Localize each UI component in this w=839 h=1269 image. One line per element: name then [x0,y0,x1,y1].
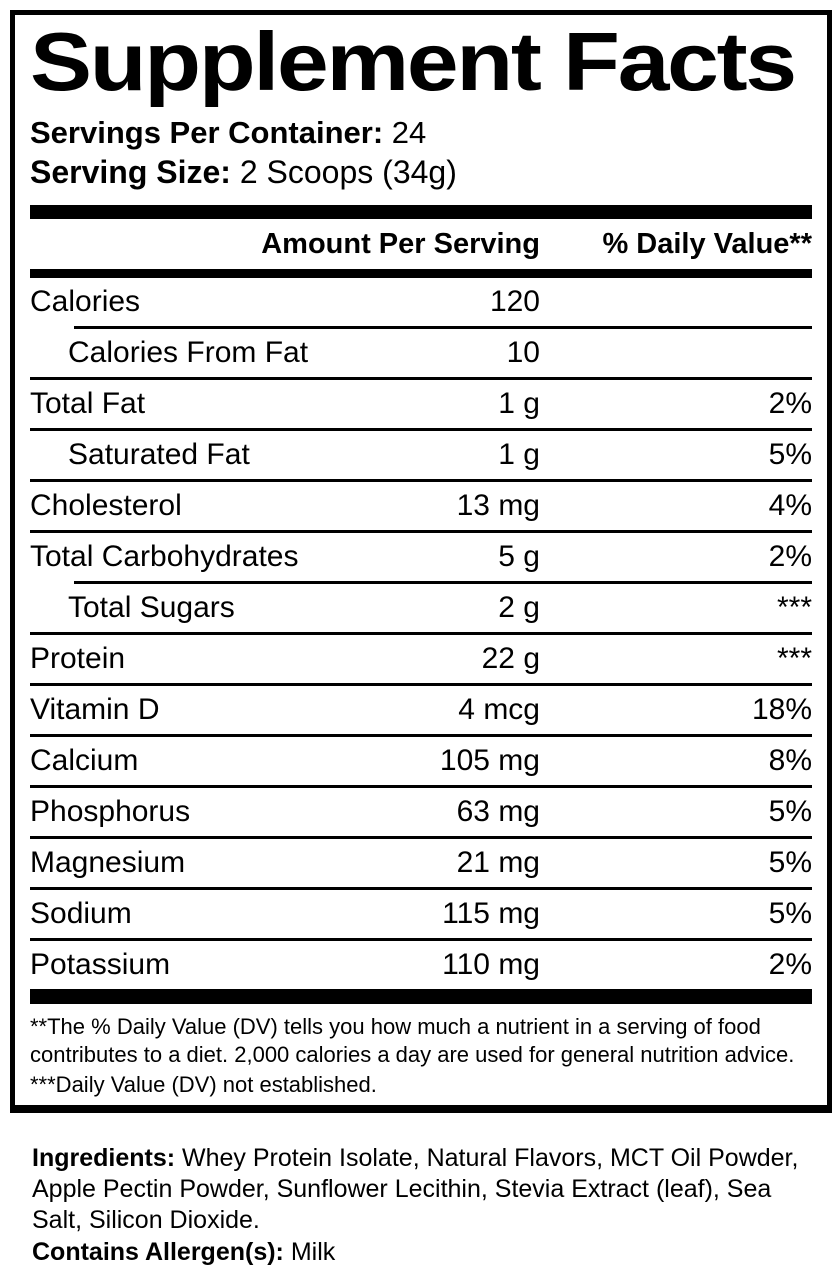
nutrient-name: Calories [30,285,141,319]
allergen-line: Contains Allergen(s): Milk [32,1237,812,1268]
nutrient-name: Saturated Fat [68,438,250,472]
nutrient-name: Potassium [30,948,171,982]
row-divider [30,785,812,789]
nutrient-daily-value: 2% [768,948,812,982]
nutrient-name: Total Carbohydrates [30,540,299,574]
nutrient-row: Total Carbohydrates 5 g 2% [30,533,812,581]
nutrient-name: Calories From Fat [68,336,309,370]
nutrient-amount: 105 mg [439,744,540,778]
nutrient-name: Phosphorus [30,795,191,829]
nutrient-row: Calories From Fat 10 [30,329,812,377]
separator-bar-thick-bottom [30,989,812,1005]
amount-per-serving-header: Amount Per Serving [261,227,540,260]
daily-value-header: % Daily Value** [602,227,812,260]
row-divider [30,428,812,432]
nutrient-row: Cholesterol 13 mg 4% [30,482,812,530]
nutrient-daily-value: 2% [768,387,812,421]
nutrient-row: Potassium 110 mg 2% [30,941,812,989]
nutrient-name: Cholesterol [30,489,182,523]
table-header-row: Amount Per Serving % Daily Value** [30,219,812,269]
ingredients-line: Ingredients: Whey Protein Isolate, Natur… [32,1143,812,1236]
serving-size-value: 2 Scoops (34g) [230,154,457,191]
supplement-facts-panel: Supplement Facts Servings Per Container:… [10,10,832,1114]
nutrient-daily-value: 5% [768,438,812,472]
nutrient-amount: 2 g [498,591,540,625]
row-divider [74,581,812,585]
nutrient-row: Sodium 115 mg 5% [30,890,812,938]
nutrient-daily-value: 4% [768,489,812,523]
nutrient-amount: 1 g [498,387,540,421]
nutrient-row: Saturated Fat 1 g 5% [30,431,812,479]
nutrient-daily-value: 18% [751,693,812,727]
nutrient-name: Sodium [30,897,132,931]
row-divider [30,530,812,534]
nutrient-row: Calcium 105 mg 8% [30,737,812,785]
nutrient-row: Vitamin D 4 mcg 18% [30,686,812,734]
row-divider [30,377,812,381]
row-divider [30,836,812,840]
nutrient-name: Total Fat [30,387,146,421]
row-divider [30,479,812,483]
nutrient-daily-value: *** [776,591,812,625]
nutrient-name: Calcium [30,744,139,778]
row-divider [30,632,812,636]
row-divider [30,887,812,891]
nutrient-amount: 115 mg [442,897,540,931]
nutrient-row: Protein 22 g *** [30,635,812,683]
row-divider [74,326,812,330]
nutrient-amount: 13 mg [456,489,540,523]
allergen-label: Contains Allergen(s): [32,1238,284,1266]
ingredients-section: Ingredients: Whey Protein Isolate, Natur… [32,1143,812,1268]
nutrient-daily-value: 5% [768,795,812,829]
nutrient-name: Magnesium [30,846,186,880]
nutrient-rows: Calories 120 Calories From Fat 10 Total Fat 1… [30,278,812,989]
nutrient-amount: 1 g [498,438,540,472]
nutrient-daily-value: 8% [768,744,812,778]
servings-per-container-value: 24 [383,115,427,151]
nutrient-amount: 21 mg [456,846,540,880]
nutrient-daily-value: 2% [768,540,812,574]
nutrient-row: Total Fat 1 g 2% [30,380,812,428]
nutrient-daily-value: 5% [768,897,812,931]
separator-bar-under-header [30,269,812,279]
nutrient-row: Magnesium 21 mg 5% [30,839,812,887]
serving-size: Serving Size: 2 Scoops (34g) [30,152,812,192]
nutrient-name: Protein [30,642,126,676]
panel-title: Supplement Facts [30,15,797,108]
allergen-value: Milk [283,1238,336,1266]
nutrient-row: Calories 120 [30,278,812,326]
serving-size-label: Serving Size: [30,154,231,191]
nutrient-amount: 10 [506,336,540,370]
nutrient-amount: 5 g [498,540,540,574]
nutrient-amount: 120 [489,285,540,319]
row-divider [30,683,812,687]
not-established-footnote: ***Daily Value (DV) not established. [30,1072,377,1098]
ingredients-text: Whey Protein Isolate, Natural Flavors, M… [32,1144,799,1234]
nutrient-amount: 22 g [481,642,540,676]
row-divider [30,734,812,738]
nutrient-amount: 63 mg [456,795,540,829]
servings-per-container: Servings Per Container: 24 [30,114,812,152]
nutrient-row: Total Sugars 2 g *** [30,584,812,632]
nutrient-daily-value: 5% [768,846,812,880]
nutrient-name: Vitamin D [30,693,160,727]
nutrient-amount: 4 mcg [458,693,540,727]
row-divider [30,938,812,942]
ingredients-label: Ingredients: [32,1144,176,1172]
nutrient-name: Total Sugars [68,591,235,625]
servings-per-container-label: Servings Per Container: [30,115,384,151]
nutrient-daily-value: *** [776,642,812,676]
nutrient-amount: 110 mg [442,948,540,982]
daily-value-footnote: **The % Daily Value (DV) tells you how m… [30,1014,795,1068]
separator-bar-thick-top [30,205,812,220]
nutrient-row: Phosphorus 63 mg 5% [30,788,812,836]
